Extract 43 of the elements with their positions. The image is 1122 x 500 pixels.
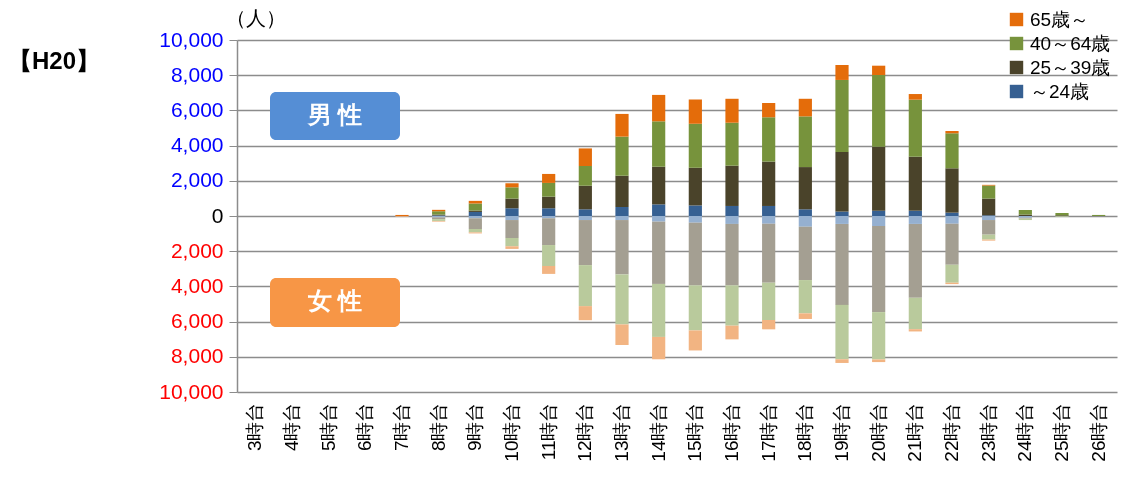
y-tick-label: 0 [211,203,224,227]
x-tick-label: 11時台 [537,402,559,461]
x-tick-label: 3時台 [244,402,266,452]
y-tick-label: 2,000 [170,238,224,262]
y-tick-label: 4,000 [170,273,224,297]
y-tick-label: 10,000 [159,27,224,51]
x-tick-label: 17時台 [757,402,779,462]
legend-label: 65歳～ [1030,8,1090,30]
x-tick-label: 26時台 [1087,402,1109,462]
x-tick-label: 8時台 [427,402,449,452]
y-tick-label: 2,000 [170,168,224,192]
legend-label: 25～39歳 [1030,56,1111,78]
text: 【H20】 [8,46,101,76]
x-tick-label: 9時台 [464,402,486,452]
y-tick-label: 10,000 [159,379,224,403]
x-tick-label: 19時台 [831,402,852,462]
legend-label: ～24歳 [1030,80,1090,102]
x-tick-label: 15時台 [684,402,706,462]
annotation: 女 性 [306,287,363,314]
x-tick-label: 5時台 [317,402,339,452]
x-tick-label: 12時台 [574,402,596,462]
x-tick-label: 22時台 [941,402,962,462]
y-tick-label: 8,000 [170,344,224,368]
y-axis-title: （人） [225,6,286,29]
y-tick-label: 6,000 [170,309,224,333]
y-tick-label: 8,000 [170,62,224,86]
x-tick-label: 10時台 [501,402,522,462]
x-tick-label: 6時台 [354,402,376,452]
x-tick-label: 13時台 [611,402,632,462]
x-tick-label: 21時台 [904,402,926,462]
x-tick-label: 18時台 [794,402,816,462]
y-tick-label: 6,000 [170,97,224,121]
x-tick-label: 16時台 [721,402,742,462]
annotation: 男 性 [306,101,363,128]
y-tick-label: 4,000 [170,133,224,157]
x-tick-label: 20時台 [867,402,889,462]
legend-label: 40～64歳 [1030,32,1111,54]
x-tick-label: 4時台 [281,402,302,452]
x-tick-label: 14時台 [647,402,669,462]
x-tick-label: 24時台 [1014,402,1036,462]
x-tick-label: 7時台 [391,402,412,452]
x-tick-label: 23時台 [977,402,999,462]
x-tick-label: 25時台 [1051,402,1072,462]
